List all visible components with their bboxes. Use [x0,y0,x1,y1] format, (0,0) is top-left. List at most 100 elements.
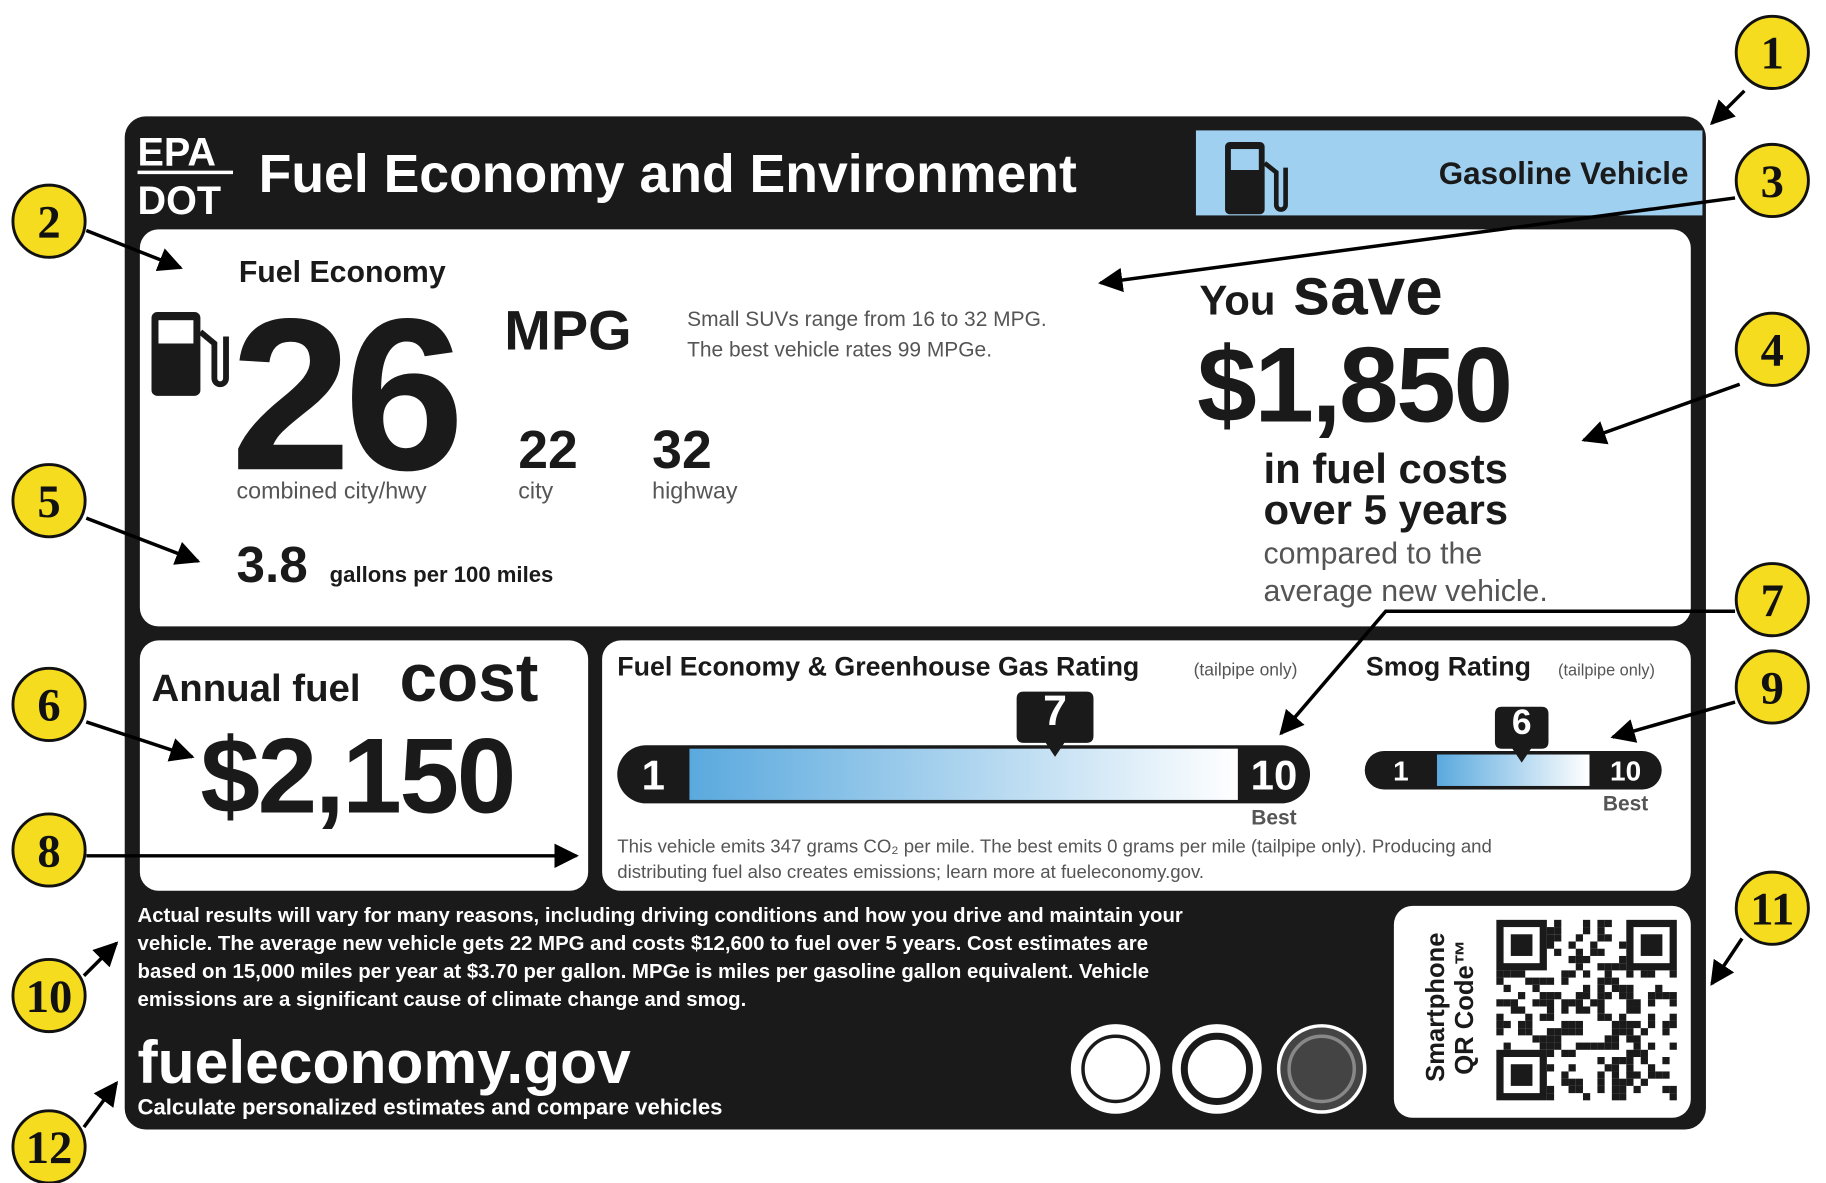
qr-module [1597,1078,1605,1086]
qr-module [1604,970,1612,978]
qr-module [1590,1042,1598,1050]
qr-module [1669,1085,1677,1094]
emissions-note: distributing fuel also creates emissions… [617,861,1204,882]
callout-arrow [1610,700,1736,743]
highway-mpg: 32 [652,421,712,480]
qr-module [1604,963,1612,971]
qr-module [1510,1006,1519,1014]
label: highway [652,477,738,503]
qr-module [1633,1035,1641,1043]
qr-module [1518,970,1526,978]
qr-module [1597,984,1605,993]
callout-number: 4 [1761,326,1784,377]
qr-module [1503,970,1511,978]
qr-module [1662,1020,1670,1029]
rating-marker [1494,706,1549,763]
qr-module [1669,1020,1677,1029]
qr-module [1539,977,1547,985]
rating-marker [1016,691,1094,757]
callout-arrow [85,516,201,565]
disclaimer: emissions are a significant cause of cli… [138,989,747,1011]
qr-module [1662,1028,1670,1036]
callout-circle [11,957,87,1034]
qr-module [1662,992,1670,1000]
qr-module [1619,1028,1627,1036]
callout-circle [11,1109,87,1183]
callout-circle [11,812,87,888]
qr-module [1582,927,1591,935]
qr-module [1647,970,1656,978]
qr-module [1647,1042,1656,1050]
qr-module [1619,1093,1627,1101]
qr-module [1597,999,1605,1007]
qr-module [1539,992,1547,1000]
qr-module [1619,955,1627,964]
qr-module [1597,1057,1605,1065]
qr-module [1626,1028,1634,1036]
qr-module [1647,1020,1656,1029]
qr-module [1611,1028,1620,1036]
qr-finder [1626,919,1677,971]
rating-qualifier: (tailpipe only) [1558,661,1655,679]
rating-gradient [1436,754,1590,786]
qr-module [1568,1049,1576,1058]
qr-module [1546,927,1555,935]
callout-arrow [1581,382,1741,445]
qr-module [1575,955,1583,964]
annual-cost-panel [139,640,589,891]
qr-module [1590,948,1598,956]
rating-min: 1 [642,751,665,798]
qr-module [1568,999,1576,1007]
qr-module [1503,984,1511,993]
qr-module [1561,977,1569,985]
mpg-unit: MPG [504,298,631,361]
qr-module [1669,992,1677,1000]
qr-module [1633,1020,1641,1029]
qr-module [1554,1042,1562,1050]
qr-module [1647,1071,1656,1079]
qr-module [1496,1020,1504,1029]
qr-module [1647,1013,1656,1021]
qr-module [1539,999,1547,1007]
qr-module [1611,1020,1620,1029]
qr-module [1669,999,1677,1007]
qr-module [1626,999,1634,1007]
qr-module [1619,1013,1627,1021]
qr-module [1597,1013,1605,1021]
qr-finder [1510,934,1533,956]
qr-module [1561,1006,1569,1014]
qr-module [1518,1028,1526,1036]
website: fueleconomy.gov [138,1028,632,1096]
callout-number: 10 [26,972,73,1023]
qr-module [1647,1064,1656,1072]
qr-module [1568,1085,1576,1094]
savings-text: compared to the [1263,538,1482,571]
callout-arrow [82,941,119,977]
qr-module [1510,999,1519,1007]
rating-value: 6 [1512,703,1532,742]
qr-module [1626,992,1634,1000]
qr-module [1611,1071,1620,1079]
qr-module [1669,1013,1677,1021]
savings-text: average new vehicle. [1263,575,1547,608]
qr-module [1597,963,1605,971]
qr-module [1546,1006,1555,1014]
callout-arrow [1098,196,1736,293]
qr-module [1510,970,1519,978]
callout-arrow [1279,609,1736,736]
gallons: 3.8 [237,536,308,593]
qr-module [1611,1042,1620,1050]
disclaimer: based on 15,000 miles per year at $3.70 … [138,961,1150,983]
callout-number: 1 [1761,29,1784,80]
qr-module [1525,1028,1533,1036]
qr-module [1582,919,1591,928]
qr-module [1604,1042,1612,1050]
qr-module [1525,1013,1533,1021]
qr-module [1590,999,1598,1007]
qr-module [1546,1064,1555,1072]
savings-amount: $1,850 [1197,325,1511,445]
logo: DOT [138,179,222,223]
qr-module [1662,1057,1670,1065]
qr-module [1611,977,1620,985]
gallons-label: gallons per 100 miles [330,562,554,587]
